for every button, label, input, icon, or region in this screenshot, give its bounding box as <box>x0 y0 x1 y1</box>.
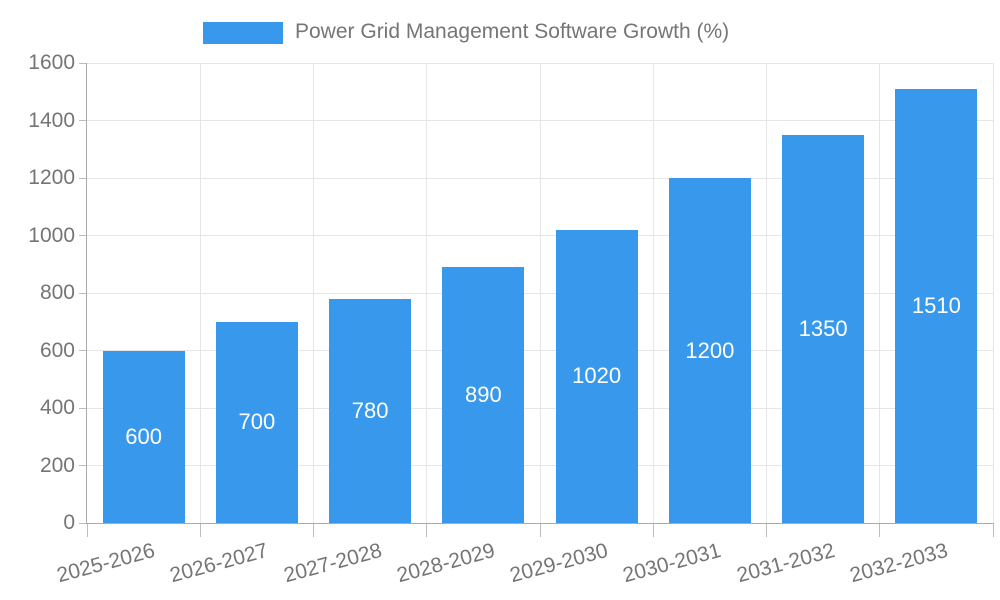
x-tick <box>539 523 541 537</box>
y-tick-label: 400 <box>39 396 75 419</box>
v-gridline <box>199 63 201 523</box>
y-tick <box>79 120 87 121</box>
x-tick <box>766 523 767 537</box>
v-gridline <box>539 63 541 523</box>
y-tick-label: 1400 <box>28 108 75 132</box>
x-tick-label: 2025-2026 <box>54 539 158 588</box>
y-tick <box>79 407 87 409</box>
v-gridline <box>766 63 767 523</box>
x-tick <box>652 523 654 537</box>
bar <box>442 267 525 523</box>
x-tick-label: 2031-2032 <box>734 539 838 588</box>
bar-value-label: 1510 <box>911 292 961 318</box>
legend-swatch <box>203 22 283 44</box>
x-tick-label: 2028-2029 <box>394 539 498 588</box>
v-gridline <box>992 63 994 523</box>
v-gridline <box>652 63 654 523</box>
x-axis-line <box>86 523 993 524</box>
v-gridline <box>313 63 314 523</box>
bar-value-label: 890 <box>465 382 502 408</box>
y-tick <box>79 292 87 294</box>
bar <box>215 321 298 523</box>
y-tick-label: 800 <box>39 281 75 304</box>
y-axis-line <box>86 63 87 523</box>
bar <box>555 229 638 523</box>
bar-value-label: 700 <box>238 409 276 435</box>
x-tick <box>86 523 88 537</box>
x-tick-label: 2029-2030 <box>507 539 611 588</box>
y-tick-label: 1000 <box>28 223 75 247</box>
bar <box>102 350 185 523</box>
x-tick-label: 2027-2028 <box>281 539 385 588</box>
bar-value-label: 1200 <box>685 337 735 363</box>
bar-value-label: 600 <box>125 423 162 449</box>
x-tick-label: 2026-2027 <box>167 539 271 588</box>
legend-label: Power Grid Management Software Growth (%… <box>295 20 730 43</box>
v-gridline <box>426 63 428 523</box>
y-tick <box>79 465 87 466</box>
bar <box>895 88 978 523</box>
bar <box>668 178 751 523</box>
x-tick-label: 2030-2031 <box>620 539 724 588</box>
y-tick <box>79 522 87 524</box>
x-tick <box>313 523 314 537</box>
x-tick <box>879 523 881 537</box>
y-tick-label: 1200 <box>28 166 75 189</box>
y-tick <box>79 62 87 64</box>
bar-value-label: 1020 <box>572 363 622 389</box>
y-tick <box>79 350 87 351</box>
y-tick-label: 600 <box>39 338 75 362</box>
bar-value-label: 780 <box>351 397 389 423</box>
y-tick-label: 0 <box>63 511 75 534</box>
bar-value-label: 1350 <box>798 315 848 341</box>
x-tick <box>199 523 201 537</box>
y-tick <box>79 177 87 179</box>
y-tick-label: 200 <box>39 453 75 477</box>
bar <box>782 134 865 523</box>
x-tick <box>992 523 994 537</box>
y-tick <box>79 235 87 236</box>
x-tick <box>426 523 428 537</box>
x-tick-label: 2032-2033 <box>847 539 951 588</box>
v-gridline <box>879 63 881 523</box>
bar <box>329 298 412 523</box>
y-tick-label: 1600 <box>28 51 75 74</box>
